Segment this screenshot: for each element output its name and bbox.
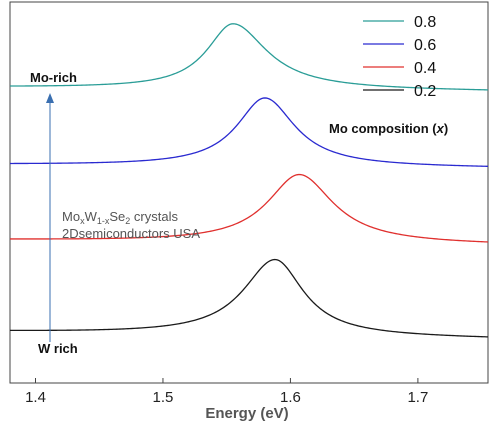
annotation-vendor: 2Dsemiconductors USA xyxy=(62,226,200,241)
annotation-mo-rich: Mo-rich xyxy=(30,70,77,85)
series-group xyxy=(9,23,489,338)
composition-arrow-head xyxy=(46,93,54,103)
x-tick-label: 1.5 xyxy=(153,389,174,406)
series-line-0-6 xyxy=(10,97,489,167)
x-axis-title: Energy (eV) xyxy=(205,405,288,422)
annotation-w-rich: W rich xyxy=(38,341,78,356)
x-axis-ticks: 1.4 1.5 1.6 1.7 xyxy=(25,378,428,406)
plot-area-frame xyxy=(9,1,489,384)
legend-title: Mo composition (x) xyxy=(329,121,448,136)
x-tick-label: 1.4 xyxy=(25,389,46,406)
x-tick-label: 1.6 xyxy=(280,389,301,406)
series-line-0-8 xyxy=(9,23,489,91)
series-line-0-4 xyxy=(10,173,489,243)
legend-label: 0.2 xyxy=(414,83,436,100)
legend-label: 0.4 xyxy=(414,60,436,77)
annotation-material: MoxW1-xSe2 crystals xyxy=(62,209,178,226)
series-line-0-2 xyxy=(9,258,489,338)
x-tick-label: 1.7 xyxy=(407,389,428,406)
legend-label: 0.6 xyxy=(414,37,436,54)
legend: 0.8 0.6 0.4 0.2 xyxy=(363,14,436,100)
legend-label: 0.8 xyxy=(414,14,436,31)
